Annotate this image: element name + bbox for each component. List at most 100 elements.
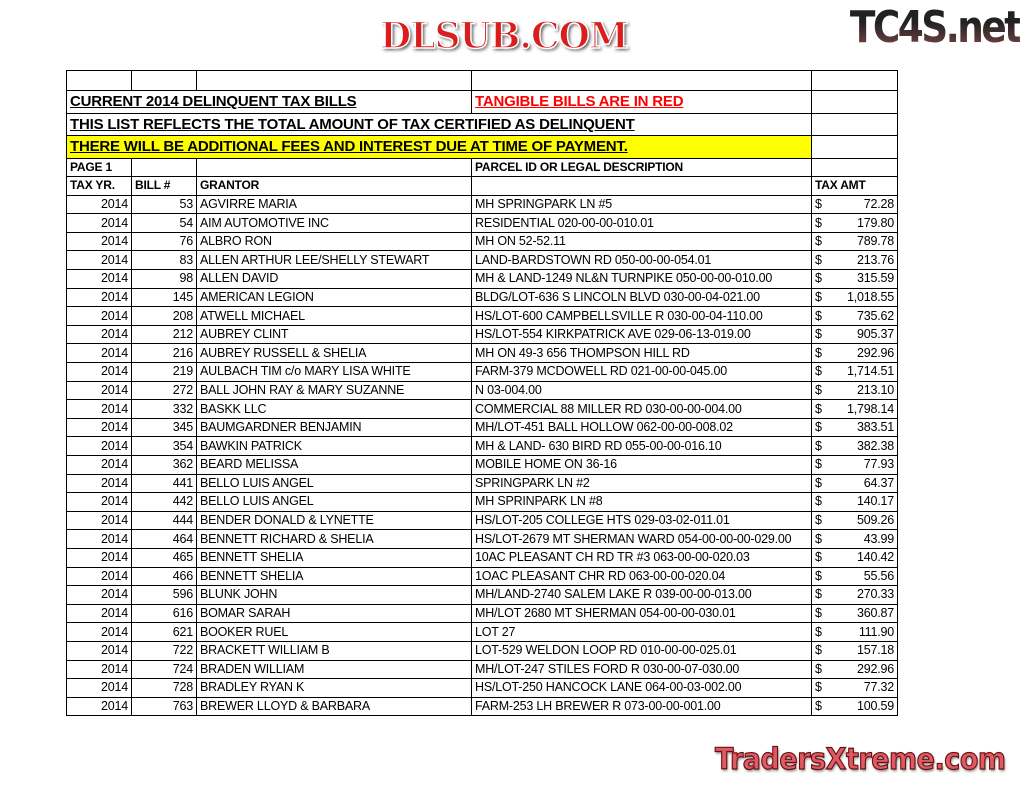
bill-number: 354 bbox=[131, 436, 197, 456]
currency-symbol: $ bbox=[815, 475, 822, 490]
amount-value: 360.87 bbox=[856, 606, 894, 621]
amount-value: 213.76 bbox=[856, 252, 894, 267]
amount-value: 64.37 bbox=[863, 475, 894, 490]
bill-number: 616 bbox=[131, 603, 197, 624]
bill-number: 466 bbox=[131, 566, 197, 587]
parcel-header: PARCEL ID OR LEGAL DESCRIPTION bbox=[471, 157, 812, 178]
tax-amount: $905.37 bbox=[811, 324, 898, 345]
tax-year: 2014 bbox=[66, 380, 132, 401]
grantor: ALLEN DAVID bbox=[196, 269, 472, 289]
tax-year: 2014 bbox=[66, 231, 132, 252]
tax-amount: $55.56 bbox=[811, 566, 898, 587]
bill-number: 83 bbox=[131, 250, 197, 271]
column-header-row: TAX YR. BILL # GRANTOR TAX AMT bbox=[66, 176, 898, 196]
currency-symbol: $ bbox=[815, 661, 822, 676]
currency-symbol: $ bbox=[815, 382, 822, 397]
tax-year: 2014 bbox=[66, 287, 132, 308]
parcel-description: MH ON 52-52.11 bbox=[471, 231, 812, 252]
grantor: BENNETT RICHARD & SHELIA bbox=[196, 529, 472, 549]
tax-amount: $213.76 bbox=[811, 250, 898, 271]
tax-amount: $360.87 bbox=[811, 603, 898, 624]
grantor: BOOKER RUEL bbox=[196, 622, 472, 642]
tax-amount: $100.59 bbox=[811, 696, 898, 717]
bill-number: 724 bbox=[131, 659, 197, 680]
currency-symbol: $ bbox=[815, 215, 822, 230]
amount-value: 111.90 bbox=[858, 624, 894, 639]
tax-year: 2014 bbox=[66, 399, 132, 419]
tax-amount: $77.93 bbox=[811, 455, 898, 475]
table-row: 2014 464 BENNETT RICHARD & SHELIA HS/LOT-26… bbox=[66, 529, 898, 549]
tax-amount: $509.26 bbox=[811, 510, 898, 531]
amount-value: 1,018.55 bbox=[846, 289, 894, 304]
grantor: BALL JOHN RAY & MARY SUZANNE bbox=[196, 380, 472, 401]
amount-value: 157.18 bbox=[856, 643, 894, 658]
currency-symbol: $ bbox=[815, 196, 822, 211]
tax-amount: $270.33 bbox=[811, 585, 898, 605]
table-row: 2014 53 AGVIRRE MARIA MH SPRINGPARK LN #5 $7… bbox=[66, 194, 898, 215]
tax-amount: $1,798.14 bbox=[811, 399, 898, 419]
table-row: 2014 354 BAWKIN PATRICK MH & LAND- 630 BIRD… bbox=[66, 436, 898, 456]
grantor: BREWER LLOYD & BARBARA bbox=[196, 696, 472, 717]
currency-symbol: $ bbox=[815, 345, 822, 360]
parcel-description: HS/LOT-205 COLLEGE HTS 029-03-02-011.01 bbox=[471, 510, 812, 531]
table-row: 2014 441 BELLO LUIS ANGEL SPRINGPARK LN #2 $… bbox=[66, 473, 898, 494]
parcel-description: HS/LOT-554 KIRKPATRICK AVE 029-06-13-019… bbox=[471, 324, 812, 345]
tax-year: 2014 bbox=[66, 362, 132, 382]
parcel-description: FARM-379 MCDOWELL RD 021-00-00-045.00 bbox=[471, 362, 812, 382]
bill-number: 728 bbox=[131, 678, 197, 698]
amount-value: 55.56 bbox=[863, 568, 894, 583]
parcel-description: HS/LOT-600 CAMPBELLSVILLE R 030-00-04-11… bbox=[471, 306, 812, 326]
table-row: 2014 616 BOMAR SARAH MH/LOT 2680 MT SHERMAN… bbox=[66, 603, 898, 624]
currency-symbol: $ bbox=[815, 457, 822, 472]
fees-note: THERE WILL BE ADDITIONAL FEES AND INTERE… bbox=[66, 135, 812, 159]
parcel-description: RESIDENTIAL 020-00-00-010.01 bbox=[471, 213, 812, 233]
amount-value: 905.37 bbox=[856, 327, 894, 342]
col-amount: TAX AMT bbox=[811, 176, 898, 196]
tax-year: 2014 bbox=[66, 566, 132, 587]
tax-year: 2014 bbox=[66, 678, 132, 698]
dlsub-watermark-logo: DLSUB.COM bbox=[379, 14, 629, 58]
table-row: 2014 728 BRADLEY RYAN K HS/LOT-250 HANCOCK … bbox=[66, 678, 898, 698]
amount-value: 77.93 bbox=[863, 457, 894, 472]
col-grantor: GRANTOR bbox=[196, 176, 472, 196]
table-row: 2014 345 BAUMGARDNER BENJAMIN MH/LOT-451 BA… bbox=[66, 417, 898, 438]
amount-value: 43.99 bbox=[863, 531, 894, 546]
bill-number: 345 bbox=[131, 417, 197, 438]
grantor: BENNETT SHELIA bbox=[196, 566, 472, 587]
bill-number: 763 bbox=[131, 696, 197, 717]
tax-year: 2014 bbox=[66, 436, 132, 456]
col-bill: BILL # bbox=[131, 176, 197, 196]
currency-symbol: $ bbox=[815, 513, 822, 528]
tax-year: 2014 bbox=[66, 417, 132, 438]
parcel-description: LOT 27 bbox=[471, 622, 812, 642]
table-row: 2014 465 BENNETT SHELIA 10AC PLEASANT CH RD… bbox=[66, 547, 898, 568]
subtitle: THIS LIST REFLECTS THE TOTAL AMOUNT OF T… bbox=[66, 112, 812, 136]
parcel-description: MH/LOT-451 BALL HOLLOW 062-00-00-008.02 bbox=[471, 417, 812, 438]
tax-year: 2014 bbox=[66, 585, 132, 605]
delinquent-tax-table: CURRENT 2014 DELINQUENT TAX BILLS TANGIB… bbox=[66, 70, 898, 717]
bill-number: 219 bbox=[131, 362, 197, 382]
currency-symbol: $ bbox=[815, 494, 822, 509]
tax-amount: $64.37 bbox=[811, 473, 898, 494]
parcel-description: SPRINGPARK LN #2 bbox=[471, 473, 812, 494]
currency-symbol: $ bbox=[815, 568, 822, 583]
parcel-description: LAND-BARDSTOWN RD 050-00-00-054.01 bbox=[471, 250, 812, 271]
grantor: BENNETT SHELIA bbox=[196, 547, 472, 568]
tax-amount: $179.80 bbox=[811, 213, 898, 233]
parcel-description: BLDG/LOT-636 S LINCOLN BLVD 030-00-04-02… bbox=[471, 287, 812, 308]
currency-symbol: $ bbox=[815, 643, 822, 658]
table-row: 2014 212 AUBREY CLINT HS/LOT-554 KIRKPATRIC… bbox=[66, 324, 898, 345]
bill-number: 442 bbox=[131, 492, 197, 512]
amount-value: 383.51 bbox=[856, 420, 894, 435]
grantor: ATWELL MICHAEL bbox=[196, 306, 472, 326]
blank-row bbox=[66, 70, 898, 91]
currency-symbol: $ bbox=[815, 699, 822, 714]
parcel-description: MH SPRINGPARK LN #5 bbox=[471, 194, 812, 215]
bill-number: 98 bbox=[131, 269, 197, 289]
parcel-description: LOT-529 WELDON LOOP RD 010-00-00-025.01 bbox=[471, 640, 812, 661]
tax-amount: $140.42 bbox=[811, 547, 898, 568]
parcel-description: MH/LOT-247 STILES FORD R 030-00-07-030.0… bbox=[471, 659, 812, 680]
tax-year: 2014 bbox=[66, 696, 132, 717]
bill-number: 444 bbox=[131, 510, 197, 531]
bill-number: 441 bbox=[131, 473, 197, 494]
